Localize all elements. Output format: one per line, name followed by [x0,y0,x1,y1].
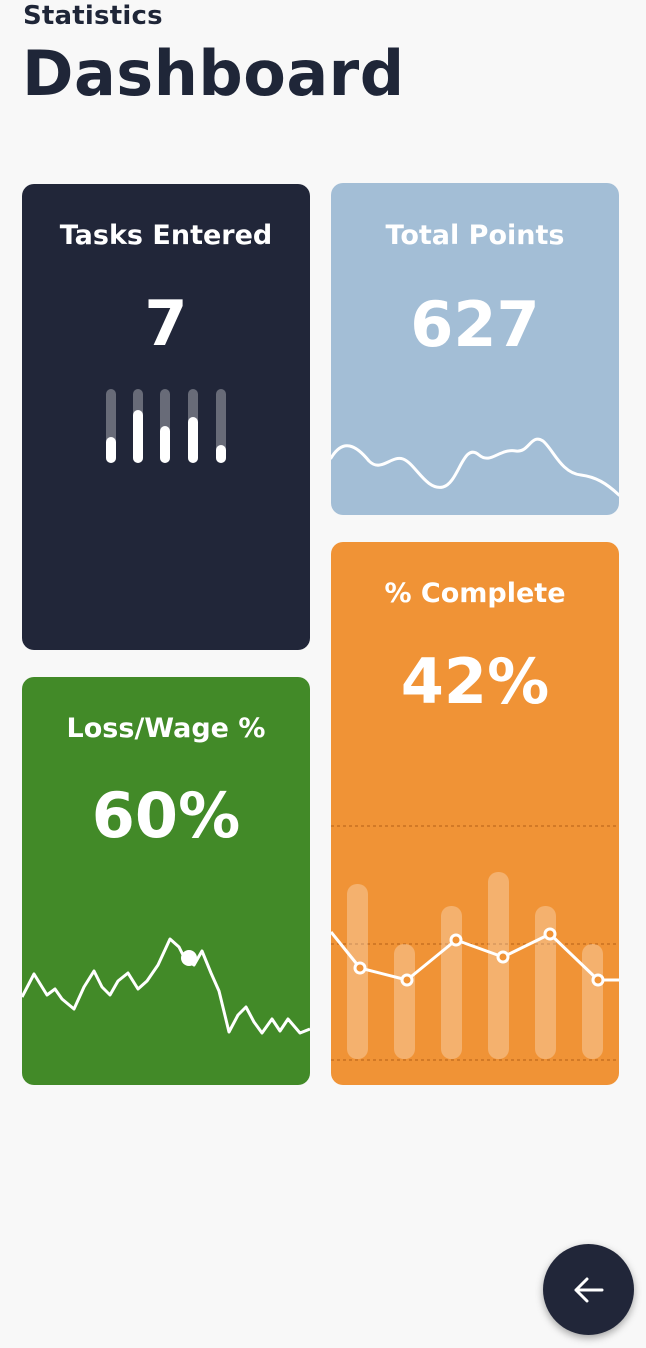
tasks-entered-card[interactable]: Tasks Entered 7 [22,184,310,650]
loss-wage-label: Loss/Wage % [66,713,266,744]
complete-bar-2 [394,944,415,1059]
complete-line [331,931,619,982]
total-points-label: Total Points [385,220,565,251]
mini-bar-5 [216,389,226,463]
complete-point-1 [353,961,367,975]
mini-bar-fill-1 [106,437,116,463]
page-title: Dashboard [22,37,405,110]
percent-complete-value: 42% [400,645,550,718]
complete-point-4 [496,950,510,964]
mini-bar-2 [133,389,143,463]
percent-complete-label: % Complete [384,578,566,609]
loss-wage-value: 60% [91,779,241,852]
percent-complete-card[interactable]: % Complete 42% [331,542,619,1085]
complete-bar-4 [488,872,509,1059]
tasks-entered-label: Tasks Entered [59,220,273,251]
points-wave-line [331,437,619,497]
mini-bar-fill-3 [160,426,170,463]
loss-wage-sparkline [22,937,310,1035]
complete-points [353,927,605,987]
mini-bar-3 [160,389,170,463]
total-points-card[interactable]: Total Points 627 [331,183,619,515]
loss-wage-path [22,937,310,1035]
tasks-entered-value: 7 [144,287,188,360]
tasks-mini-bar-chart [106,389,230,463]
percent-complete-chart [331,825,619,1061]
complete-bar-5 [535,906,556,1059]
total-points-value: 627 [410,288,540,361]
page-subtitle: Statistics [23,1,163,31]
arrow-left-icon [574,1277,603,1302]
loss-wage-card[interactable]: Loss/Wage % 60% [22,677,310,1085]
mini-bar-fill-5 [216,444,226,463]
complete-point-2 [400,973,414,987]
mini-bar-fill-2 [133,409,143,463]
loss-wage-marker [181,950,197,966]
mini-bar-4 [188,389,198,463]
back-button[interactable] [543,1244,634,1335]
mini-bar-1 [106,389,116,463]
points-wave-path [331,437,619,497]
complete-point-6 [591,973,605,987]
complete-bars [347,872,603,1059]
mini-bar-fill-4 [188,417,198,463]
complete-point-3 [449,933,463,947]
complete-bar-3 [441,906,462,1059]
complete-bar-6 [582,944,603,1059]
complete-point-5 [543,927,557,941]
